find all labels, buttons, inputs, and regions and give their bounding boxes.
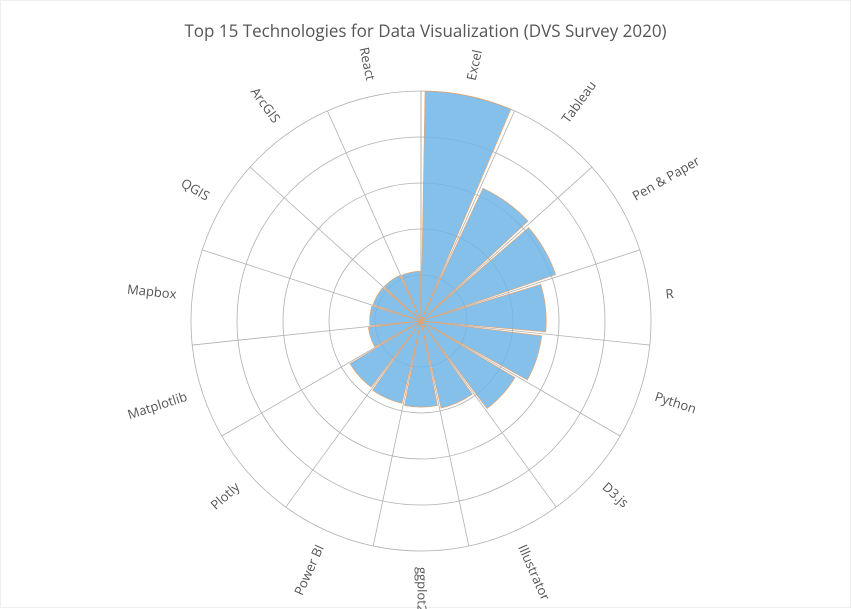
- chart-container: Top 15 Technologies for Data Visualizati…: [0, 0, 851, 608]
- category-label: Excel: [462, 48, 486, 82]
- category-label: QGIS: [178, 174, 213, 205]
- category-label: Pen & Paper: [629, 151, 703, 204]
- category-label: Plotly: [206, 477, 243, 513]
- category-label: R: [665, 284, 675, 303]
- category-label: ArcGIS: [247, 83, 285, 126]
- category-label: Tableau: [557, 77, 600, 127]
- category-label: Mapbox: [126, 280, 177, 303]
- category-label: Python: [653, 387, 699, 417]
- polar-bar-chart: Excel Tableau Pen & Paper R Python D3.js Illus…: [1, 1, 851, 609]
- angular-gridline: [250, 167, 421, 321]
- angular-gridline: [327, 111, 421, 321]
- category-label: ggplot2: [414, 567, 432, 609]
- category-label: Illustrator: [514, 541, 555, 603]
- angular-gridline: [286, 321, 421, 507]
- category-label: Power BI: [289, 541, 327, 597]
- category-label: React: [356, 45, 381, 82]
- category-label: D3.js: [599, 478, 633, 511]
- category-label: Matplotlib: [125, 387, 189, 423]
